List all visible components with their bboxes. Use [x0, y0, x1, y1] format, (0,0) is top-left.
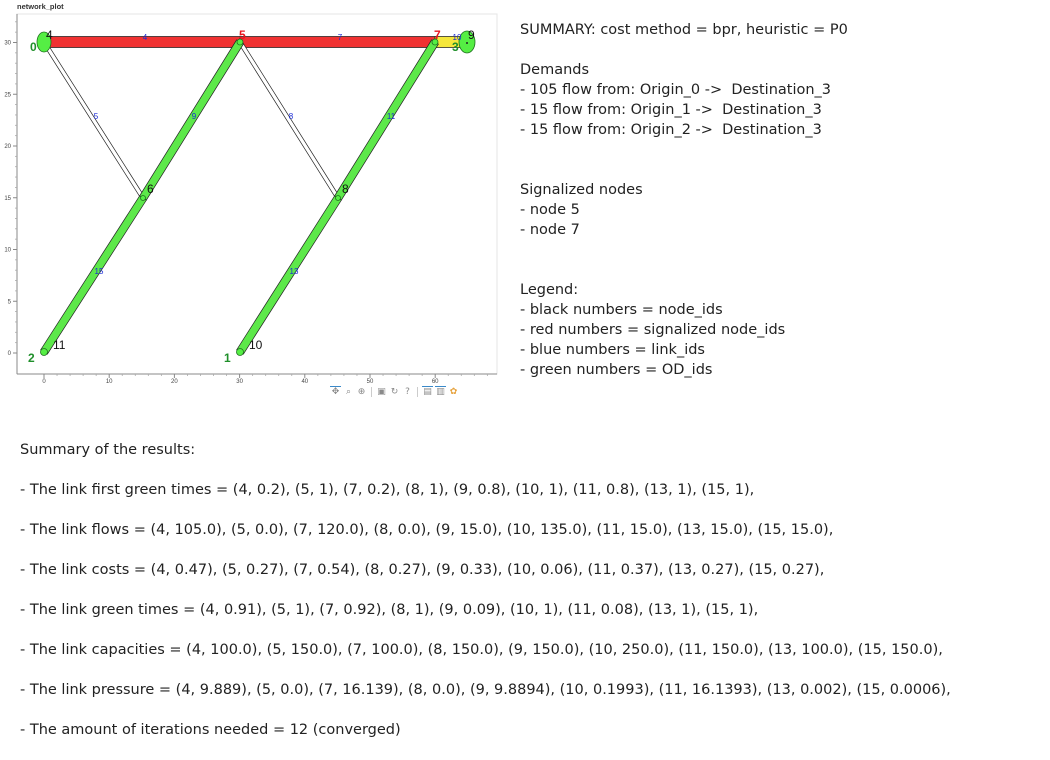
- summary-header: SUMMARY: cost method = bpr, heuristic = …: [520, 22, 848, 38]
- node-label-8: 8: [342, 182, 349, 196]
- help-icon[interactable]: ?: [405, 386, 410, 397]
- node-label-7: 7: [434, 28, 441, 42]
- y-tick-label: 15: [4, 196, 11, 202]
- node-8[interactable]: [335, 195, 341, 201]
- legend-item: - red numbers = signalized node_ids: [520, 322, 786, 338]
- signalized-item: - node 7: [520, 222, 580, 238]
- x-tick-label: 0: [42, 379, 46, 385]
- hover-icon[interactable]: ▤: [422, 386, 433, 397]
- result-iterations: - The amount of iterations needed = 12 (…: [20, 722, 401, 738]
- summary-panel: SUMMARY: cost method = bpr, heuristic = …: [520, 20, 848, 380]
- demand-item: - 105 flow from: Origin_0 -> Destination…: [520, 82, 832, 98]
- legend-item: - black numbers = node_ids: [520, 302, 723, 318]
- results-title: Summary of the results:: [20, 442, 196, 458]
- pan-icon[interactable]: ✥: [330, 386, 341, 397]
- node-label-5: 5: [239, 28, 246, 42]
- y-tick-label: 25: [4, 92, 11, 98]
- node-9-center: [466, 42, 468, 44]
- spacer: [520, 140, 848, 160]
- node-label-0: 0: [30, 40, 37, 54]
- link-id-label: 9: [192, 112, 197, 121]
- link-id-label: 15: [95, 267, 104, 276]
- network-plot: 0 10 20 30 40 50 60 0 5 10 15 20 25 30 4 5 7 8 9 10 11 13 15 0…: [0, 0, 505, 400]
- x-tick-label: 60: [432, 379, 439, 385]
- box-zoom-icon[interactable]: ⌕: [345, 386, 352, 397]
- node-label-1: 1: [224, 351, 231, 365]
- node-label-4: 4: [46, 28, 53, 42]
- tap-icon[interactable]: ▥: [435, 386, 446, 397]
- bokeh-logo-icon[interactable]: ✿: [449, 386, 458, 397]
- y-tick-label: 20: [4, 144, 11, 150]
- node-5[interactable]: [236, 38, 244, 46]
- result-first-green-times: - The link first green times = (4, 0.2),…: [20, 482, 755, 498]
- node-label-11: 11: [53, 338, 66, 352]
- node-10[interactable]: [236, 348, 244, 356]
- link-id-label: 11: [387, 112, 396, 121]
- x-tick-label: 40: [301, 379, 308, 385]
- spacer: [520, 40, 848, 60]
- x-tick-label: 20: [171, 379, 178, 385]
- x-tick-label: 30: [236, 379, 243, 385]
- reset-icon[interactable]: ↻: [390, 386, 399, 397]
- spacer: [520, 240, 848, 260]
- x-tick-label: 50: [367, 379, 374, 385]
- signalized-item: - node 5: [520, 202, 580, 218]
- link-id-label: 13: [290, 267, 299, 276]
- link-id-label: 10: [453, 33, 462, 42]
- result-link-flows: - The link flows = (4, 105.0), (5, 0.0),…: [20, 522, 834, 538]
- node-label-6: 6: [147, 182, 154, 196]
- link-id-label: 8: [289, 112, 294, 121]
- y-tick-label: 0: [8, 351, 12, 357]
- save-icon[interactable]: ▣: [377, 386, 386, 397]
- node-label-10: 10: [249, 338, 263, 352]
- node-label-3: 3: [452, 40, 459, 54]
- legend-item: - blue numbers = link_ids: [520, 342, 705, 358]
- y-tick-label: 30: [4, 41, 11, 47]
- x-tick-label: 10: [106, 379, 113, 385]
- link-id-label: 5: [94, 112, 99, 121]
- link-id-label: 7: [338, 33, 343, 42]
- spacer: [520, 260, 848, 280]
- node-7[interactable]: [431, 38, 439, 46]
- results-panel: Summary of the results: - The link first…: [20, 440, 951, 760]
- signalized-title: Signalized nodes: [520, 182, 643, 198]
- y-tick-label: 10: [4, 248, 11, 254]
- result-link-costs: - The link costs = (4, 0.47), (5, 0.27),…: [20, 562, 825, 578]
- node-4[interactable]: [36, 31, 52, 53]
- wheel-zoom-icon[interactable]: ⊕: [357, 386, 366, 397]
- plot-title: network_plot: [17, 2, 64, 11]
- plot-toolbar: ✥ ⌕ ⊕ ▣ ↻ ? ▤ ▥ ✿: [330, 384, 459, 400]
- legend-item: - green numbers = OD_ids: [520, 362, 713, 378]
- demand-item: - 15 flow from: Origin_1 -> Destination_…: [520, 102, 822, 118]
- legend-title: Legend:: [520, 282, 579, 298]
- node-6[interactable]: [140, 195, 146, 201]
- toolbar-divider: [371, 387, 372, 397]
- result-pressure: - The link pressure = (4, 9.889), (5, 0.…: [20, 682, 951, 698]
- node-label-9: 9: [468, 28, 475, 42]
- node-11[interactable]: [40, 348, 48, 356]
- demand-item: - 15 flow from: Origin_2 -> Destination_…: [520, 122, 822, 138]
- result-capacities: - The link capacities = (4, 100.0), (5, …: [20, 642, 943, 658]
- node-label-2: 2: [28, 351, 35, 365]
- y-tick-label: 5: [8, 299, 12, 305]
- toolbar-divider: [417, 387, 418, 397]
- demands-title: Demands: [520, 62, 590, 78]
- spacer: [520, 160, 848, 180]
- result-green-times: - The link green times = (4, 0.91), (5, …: [20, 602, 759, 618]
- link-id-label: 4: [143, 33, 148, 42]
